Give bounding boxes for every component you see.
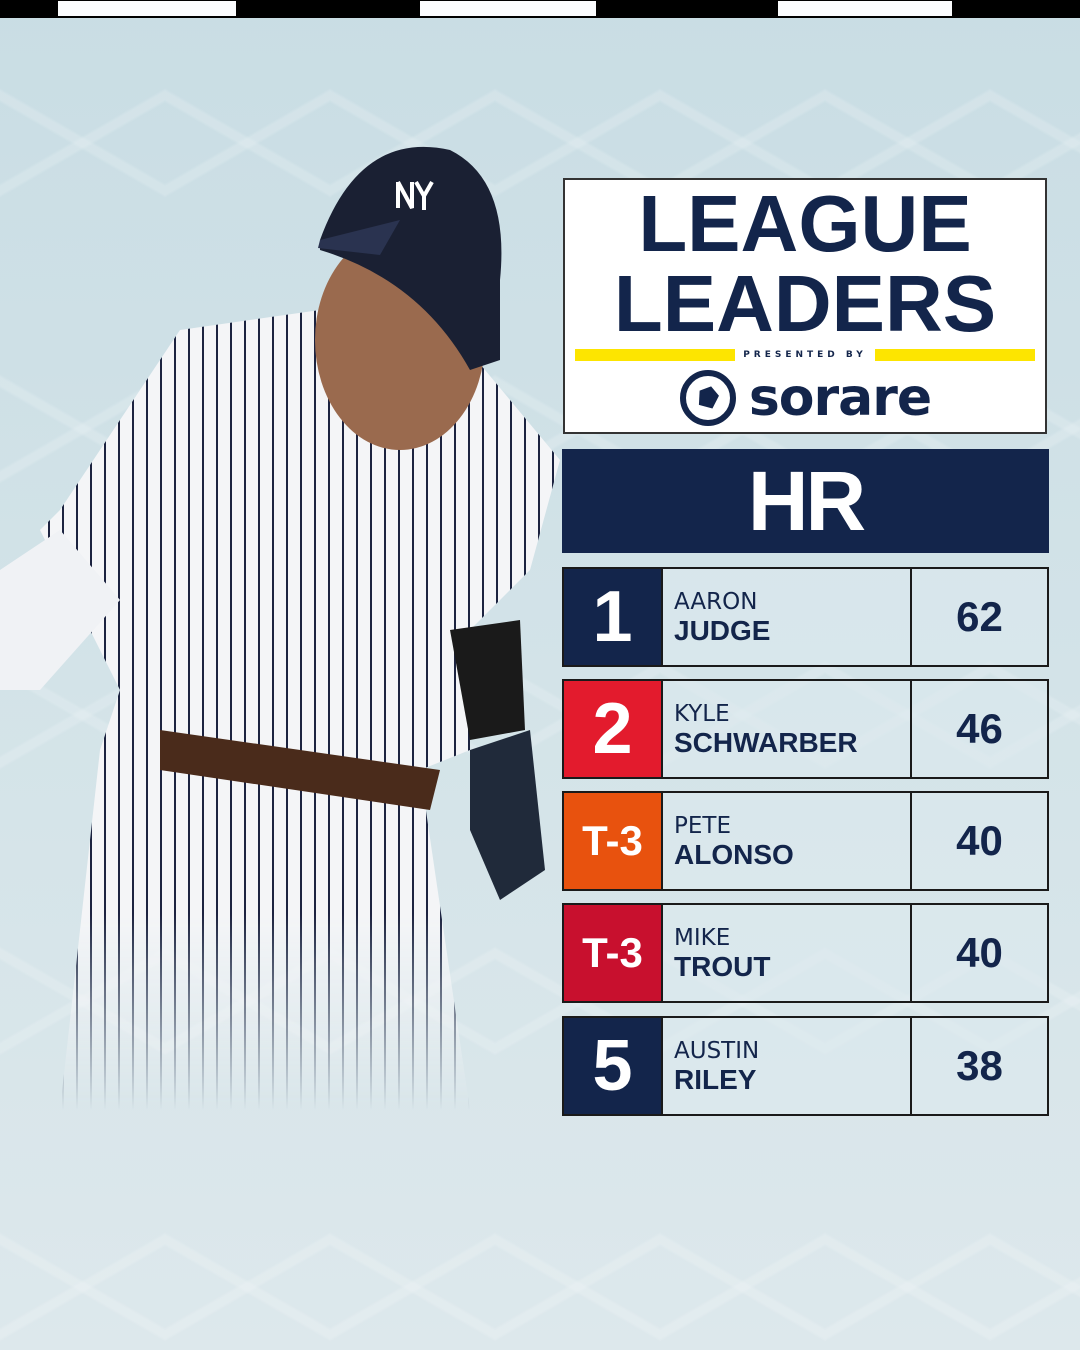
carousel-indicator-bar xyxy=(0,0,1080,18)
player-last-name: TROUT xyxy=(674,951,771,982)
yellow-bar xyxy=(575,349,736,361)
player-last-name: ALONSO xyxy=(674,839,794,870)
stat-value: 46 xyxy=(956,705,1003,752)
leader-row: 1 AARON JUDGE 62 xyxy=(562,567,1049,667)
player-name: PETE ALONSO xyxy=(663,793,912,889)
rank-badge: 1 xyxy=(564,569,663,665)
stat-value: 62 xyxy=(956,593,1003,640)
player-name: MIKE TROUT xyxy=(663,905,912,1001)
stat-value: 40 xyxy=(956,817,1003,864)
player-name: AUSTIN RILEY xyxy=(663,1018,912,1114)
sponsor-logo: sorare xyxy=(565,368,1045,428)
ny-logo xyxy=(396,181,434,210)
player-photo xyxy=(0,146,560,1110)
player-first-name: KYLE xyxy=(674,701,730,727)
rank-badge: T-3 xyxy=(564,793,663,889)
presented-by-divider: PRESENTED BY xyxy=(575,348,1035,362)
title-card: LEAGUE LEADERS PRESENTED BY sorare xyxy=(563,178,1047,434)
player-name: AARON JUDGE xyxy=(663,569,912,665)
page-title: LEAGUE LEADERS xyxy=(565,184,1045,344)
star-circle-icon xyxy=(679,370,736,426)
leader-row: 5 AUSTIN RILEY 38 xyxy=(562,1016,1049,1116)
player-first-name: MIKE xyxy=(674,925,731,951)
player-first-name: PETE xyxy=(674,813,731,839)
player-first-name: AUSTIN xyxy=(674,1038,760,1064)
carousel-indicator[interactable] xyxy=(420,1,596,16)
carousel-indicator[interactable] xyxy=(778,1,952,16)
rank-badge: 5 xyxy=(564,1018,663,1114)
leader-row: T-3 MIKE TROUT 40 xyxy=(562,903,1049,1003)
title-line-1: LEAGUE xyxy=(638,179,972,268)
rank-badge: 2 xyxy=(564,681,663,777)
sponsor-name: sorare xyxy=(748,368,932,428)
carousel-indicator[interactable] xyxy=(58,1,236,16)
rank-badge: T-3 xyxy=(564,905,663,1001)
player-last-name: JUDGE xyxy=(674,615,771,646)
player-first-name: AARON xyxy=(674,589,758,615)
yellow-bar xyxy=(874,349,1035,361)
stat-value: 38 xyxy=(956,1042,1003,1089)
title-line-2: LEADERS xyxy=(613,259,997,348)
presented-by-label: PRESENTED BY xyxy=(743,350,867,360)
player-last-name: SCHWARBER xyxy=(674,727,858,758)
leader-row: T-3 PETE ALONSO 40 xyxy=(562,791,1049,891)
stat-category-header: HR xyxy=(562,449,1049,553)
player-name: KYLE SCHWARBER xyxy=(663,681,912,777)
leader-row: 2 KYLE SCHWARBER 46 xyxy=(562,679,1049,779)
player-last-name: RILEY xyxy=(674,1064,757,1095)
stat-value: 40 xyxy=(956,929,1003,976)
